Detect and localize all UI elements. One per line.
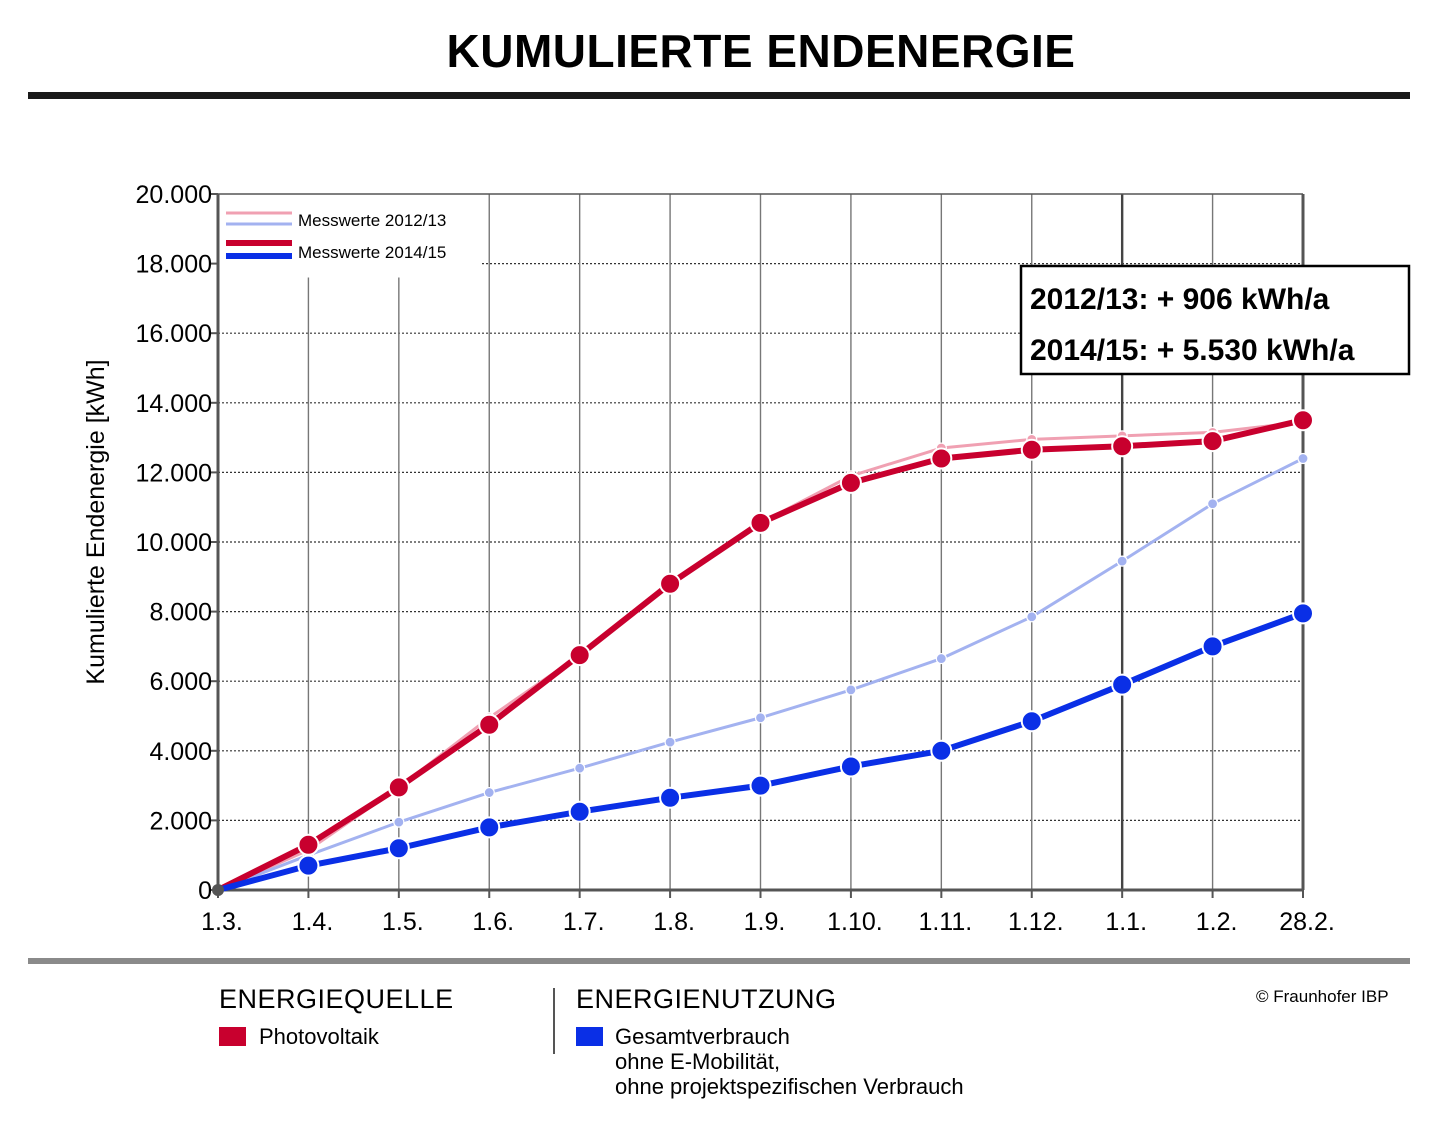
x-tick-label: 1.2. (1196, 908, 1238, 936)
bottom-rule (28, 958, 1410, 964)
annotation-frame (1019, 264, 1411, 376)
data-point (1292, 602, 1314, 625)
data-point (839, 471, 862, 494)
data-point (478, 816, 501, 839)
x-tick-label: 1.11. (918, 908, 972, 936)
photovoltaik-swatch (219, 1027, 246, 1046)
data-point (1026, 611, 1038, 623)
y-tick-label: 20.000 (136, 181, 212, 209)
data-point (387, 837, 410, 860)
data-point (1206, 498, 1219, 510)
page-title: KUMULIERTE ENDENERGIE (446, 25, 1076, 77)
data-point (478, 713, 501, 736)
data-point (393, 816, 405, 828)
data-point (930, 739, 953, 762)
x-tick-label: 1.8. (653, 908, 695, 936)
axis-layer: 0 2.000 4.000 6.000 8.000 10.000 12.000 14.000 1… (82, 181, 1335, 936)
data-point (568, 644, 591, 667)
y-axis-title: Kumulierte Endenergie [kWh] (82, 359, 110, 684)
y-tick-label: 0 (198, 877, 212, 905)
data-point (749, 511, 772, 534)
data-point (1201, 635, 1224, 658)
x-tick-label: 1.4. (292, 908, 334, 936)
data-point (930, 447, 953, 470)
title-rule (28, 92, 1410, 99)
y-tick-label: 2.000 (149, 807, 212, 835)
x-tick-label: 1.1. (1105, 908, 1147, 936)
data-point (297, 833, 320, 856)
y-tick-label: 10.000 (136, 529, 212, 557)
energy-use-heading: ENERGIENUTZUNG (576, 984, 837, 1014)
x-tick-label: 1.12. (1008, 908, 1064, 936)
data-point (297, 854, 320, 877)
data-point (1292, 409, 1314, 432)
x-tick-label: 28.2. (1279, 908, 1335, 936)
chart-legend: Messwerte 2012/13 Messwerte 2014/15 (221, 198, 479, 268)
delta-annotation-box: 2012/13: + 906 kWh/a 2014/15: + 5.530 kWh… (1019, 264, 1411, 376)
y-tick-label: 8.000 (149, 599, 212, 627)
data-point (754, 712, 767, 724)
origin-point (212, 884, 224, 896)
data-point (387, 776, 410, 799)
energy-source-heading: ENERGIEQUELLE (219, 984, 454, 1014)
x-tick-label: 1.7. (563, 908, 605, 936)
energy-use-label-line-1: Gesamtverbrauch (615, 1024, 790, 1049)
energy-use-label-line-2: ohne E-Mobilität, (615, 1049, 781, 1074)
y-tick-label: 4.000 (149, 738, 212, 766)
data-point (483, 786, 495, 799)
legend-label: Messwerte 2014/15 (298, 243, 446, 262)
y-tick-label: 14.000 (136, 390, 212, 418)
copyright-notice: © Fraunhofer IBP (1256, 987, 1389, 1006)
annotation-line-2014: 2014/15: + 5.530 kWh/a (1030, 334, 1355, 367)
y-tick-label: 6.000 (149, 668, 212, 696)
energy-use-label-line-3: ohne projektspezifischen Verbrauch (615, 1074, 964, 1099)
data-point (659, 786, 682, 809)
series-layer (212, 409, 1314, 896)
gesamtverbrauch-swatch (576, 1027, 603, 1046)
data-point (664, 736, 676, 748)
data-point (1020, 710, 1043, 733)
data-point (749, 774, 772, 797)
y-tick-label: 18.000 (136, 251, 212, 279)
legend-divider (553, 988, 555, 1054)
data-point (1297, 452, 1309, 465)
x-tick-label: 1.10. (827, 908, 883, 936)
photovoltaik-label: Photovoltaik (259, 1024, 379, 1049)
data-point (839, 755, 862, 778)
data-point (1111, 673, 1134, 696)
data-point (659, 572, 682, 595)
annotation-line-2012: 2012/13: + 906 kWh/a (1030, 283, 1330, 316)
data-point (1020, 438, 1043, 461)
x-tick-label: 1.5. (382, 908, 424, 936)
x-tick-label: 1.9. (744, 908, 786, 936)
x-tick-label: 1.3. (201, 908, 243, 936)
legend-label: Messwerte 2012/13 (298, 211, 446, 230)
data-point (1116, 555, 1128, 567)
data-point (1201, 430, 1224, 453)
y-tick-label: 16.000 (136, 320, 212, 348)
data-point (845, 684, 857, 696)
data-point (935, 652, 947, 665)
data-point (568, 800, 591, 823)
y-tick-label: 12.000 (136, 459, 212, 487)
data-point (1111, 435, 1134, 458)
data-point (574, 762, 586, 774)
x-tick-label: 1.6. (472, 908, 514, 936)
